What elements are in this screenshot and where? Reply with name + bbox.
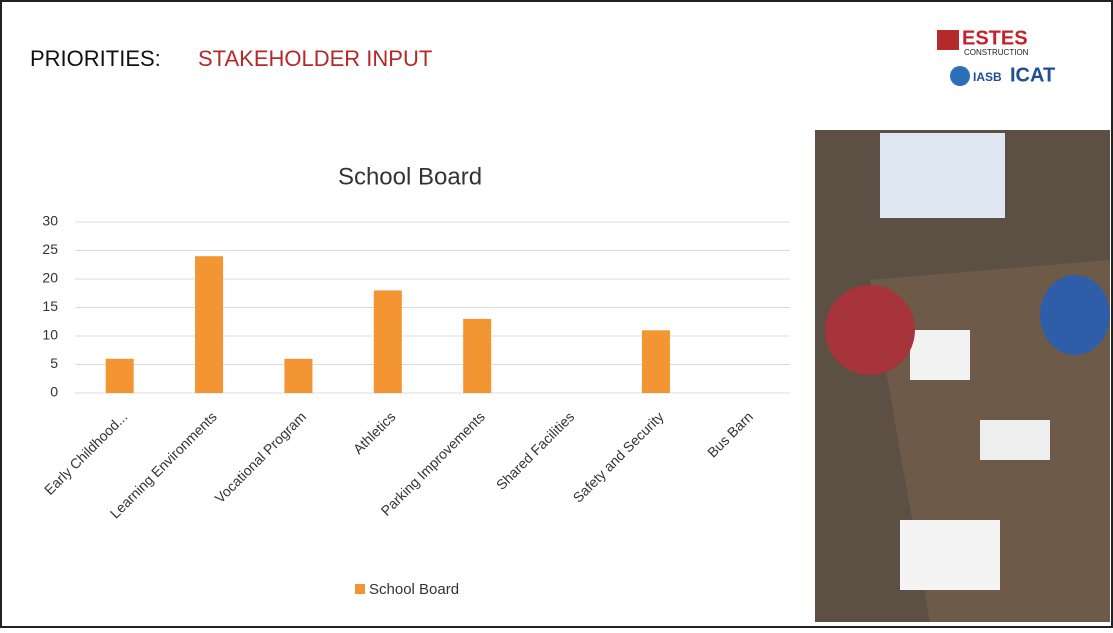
y-tick-label: 20 bbox=[42, 270, 58, 286]
y-tick-label: 5 bbox=[50, 355, 58, 371]
legend-swatch bbox=[355, 584, 365, 594]
photo bbox=[815, 130, 1110, 622]
legend-label: School Board bbox=[369, 581, 459, 598]
y-tick-label: 25 bbox=[42, 241, 58, 257]
bar bbox=[373, 290, 402, 393]
photo-screen bbox=[880, 133, 1005, 218]
bar bbox=[463, 318, 492, 393]
photo-paper bbox=[980, 420, 1050, 460]
photo-person bbox=[1040, 275, 1110, 355]
bar bbox=[195, 256, 224, 393]
bar bbox=[105, 358, 134, 393]
bar bbox=[284, 358, 313, 393]
title-rest: STAKEHOLDER INPUT bbox=[198, 46, 432, 71]
y-tick-label: 30 bbox=[42, 213, 58, 229]
logo-subtext: CONSTRUCTION bbox=[964, 48, 1029, 57]
logo-mark bbox=[937, 30, 959, 50]
iasb-text: IASB bbox=[973, 70, 1002, 84]
y-tick-label: 0 bbox=[50, 384, 58, 400]
bar bbox=[641, 330, 670, 393]
chart-title: School Board bbox=[338, 163, 482, 190]
iasb-mark bbox=[950, 66, 970, 86]
title-lead: PRIORITIES: bbox=[30, 46, 161, 71]
y-tick-label: 10 bbox=[42, 327, 58, 343]
photo-paper bbox=[900, 520, 1000, 590]
photo-paper bbox=[910, 330, 970, 380]
photo-person bbox=[825, 285, 915, 375]
y-tick-label: 15 bbox=[42, 298, 58, 314]
estes-logo: ESTES CONSTRUCTION IASB ICAT bbox=[937, 27, 1055, 86]
logo-text: ESTES bbox=[962, 27, 1028, 49]
icat-text: ICAT bbox=[1010, 64, 1055, 86]
